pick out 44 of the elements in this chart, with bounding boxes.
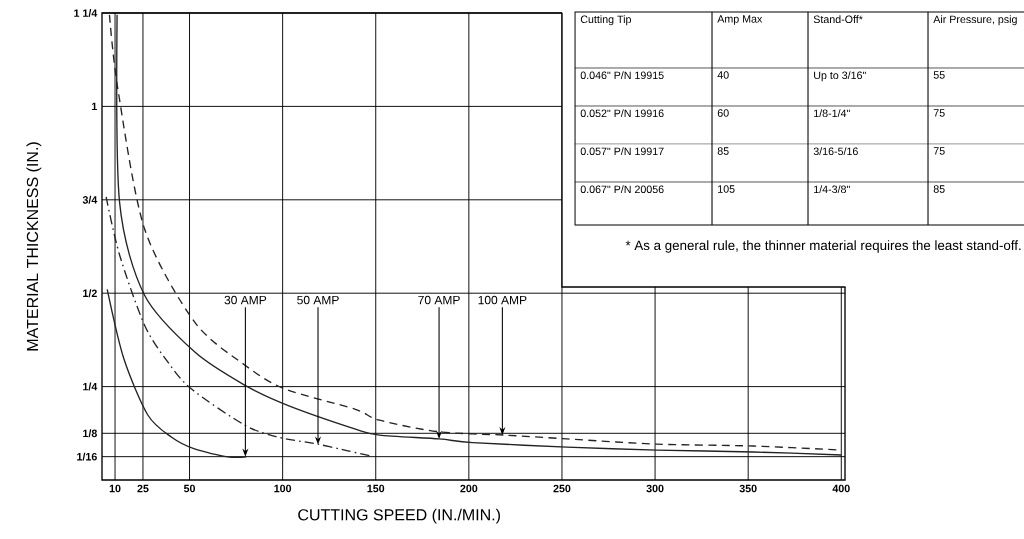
x-tick-label: 100	[274, 484, 292, 493]
annotation: 0.067" P/N 20056	[580, 185, 664, 194]
x-tick-label: 400	[832, 484, 850, 493]
annotation: 0.046" P/N 19915	[580, 71, 664, 80]
annotation: 100 AMP	[478, 295, 527, 305]
annotation: Up to 3/16"	[814, 71, 866, 82]
y-tick-label: 1	[92, 102, 97, 111]
annotation: 30 AMP	[224, 295, 267, 305]
annotation: 70 AMP	[418, 295, 460, 305]
category-label: Air Pressure, psig	[933, 15, 1017, 26]
y-tick-label: 1/16	[77, 452, 97, 461]
x-tick-label: 350	[739, 484, 757, 493]
x-tick-label: 250	[553, 484, 571, 493]
annotation: 1/8-1/4"	[814, 109, 850, 118]
annotation: 3/16-5/16	[813, 147, 858, 156]
y-tick-label: 1/4	[83, 382, 98, 391]
x-tick-label: 300	[646, 484, 664, 493]
annotation: 60	[717, 109, 729, 117]
x-tick-label: 25	[137, 484, 149, 493]
text: 85	[933, 185, 945, 193]
annotation: 0.057" P/N 19917	[580, 147, 664, 156]
category-label: Amp Max	[717, 15, 763, 25]
x-axis-title: CUTTING SPEED (IN./MIN.)	[298, 508, 500, 524]
text: 75	[933, 147, 945, 155]
y-tick-label: 3/4	[82, 195, 98, 204]
y-tick-label: 1/8	[83, 429, 97, 438]
text: 75	[933, 109, 945, 117]
annotation: 85	[717, 147, 729, 155]
y-tick-label: 1 1/4	[74, 9, 98, 17]
y-axis-title: MATERIAL THICKNESS (IN.)	[26, 142, 42, 351]
annotation: * As a general rule, the thinner material requires the least stand-off.	[625, 240, 1021, 253]
y-tick-label: 1/2	[83, 289, 97, 298]
category-label: Stand-Off*	[813, 15, 863, 24]
annotation: 50 AMP	[297, 295, 339, 305]
x-tick-label: 50	[183, 484, 196, 493]
x-tick-label: 10	[109, 484, 121, 493]
category-label: Cutting Tip	[580, 15, 631, 26]
text: 55	[933, 71, 945, 79]
annotation: 1/4-3/8"	[814, 185, 850, 194]
x-tick-label: 150	[367, 484, 385, 493]
annotation: 40	[717, 71, 729, 79]
x-tick-label: 200	[460, 484, 478, 493]
annotation: 0.052" P/N 19916	[580, 109, 664, 118]
annotation: 105	[718, 185, 735, 193]
